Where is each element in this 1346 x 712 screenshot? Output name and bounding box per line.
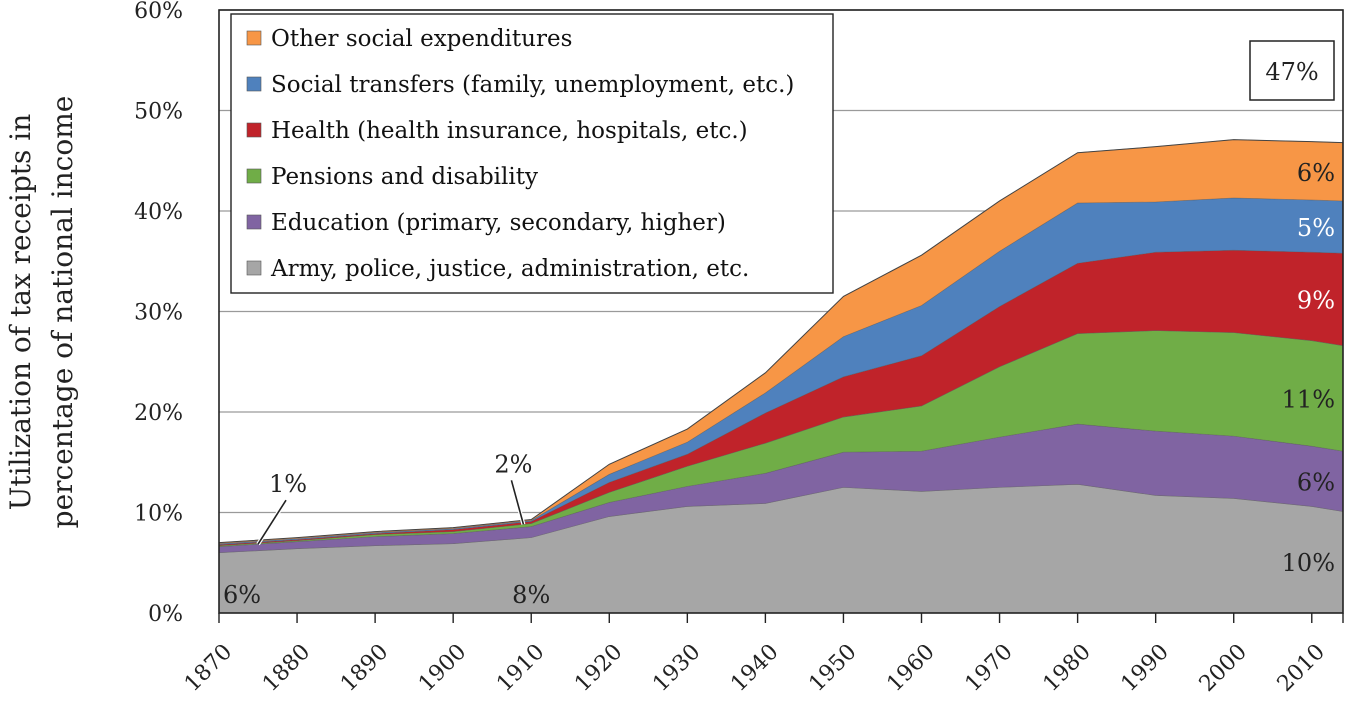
series-share-label-1: 6% <box>1297 159 1335 187</box>
legend-label-health-health-insurance-hospitals-etc: Health (health insurance, hospitals, etc… <box>271 118 748 144</box>
series-share-label-8: 8% <box>512 581 550 609</box>
plot-frame <box>218 9 1344 614</box>
series-share-label-4: 11% <box>1282 385 1335 413</box>
y-axis-label: Utilization of tax receipts in percentag… <box>4 96 79 529</box>
callout-label-9: 1% <box>269 470 307 498</box>
legend-swatch-pensions-and-disability <box>246 168 262 184</box>
y-tick-label-0: 0% <box>148 602 183 627</box>
axes <box>218 9 1344 623</box>
x-tick-label-1990: 1990 <box>1117 640 1174 697</box>
callout-leader-10 <box>510 480 525 525</box>
total-callout-box <box>1249 40 1335 101</box>
y-tick-label-20: 20% <box>134 401 183 426</box>
total-callout-label: 47% <box>1265 58 1318 86</box>
x-tick-label-1920: 1920 <box>570 640 627 697</box>
y-tick-labels: 0% 10% 20% 30% 40% 50% 60% <box>134 0 183 627</box>
series-share-label-7: 6% <box>223 581 261 609</box>
x-tick-label-1870: 1870 <box>180 640 237 697</box>
area-army-police-justice-administration-etc <box>218 484 1344 614</box>
x-tick-label-1890: 1890 <box>336 640 393 697</box>
y-tick-label-60: 60% <box>134 0 183 24</box>
y-tick-label-50: 50% <box>134 100 183 125</box>
x-tick-label-1980: 1980 <box>1039 640 1096 697</box>
series-share-label-6: 10% <box>1282 549 1335 577</box>
legend-swatch-education-primary-secondary-higher <box>246 214 262 230</box>
x-tick-label-1970: 1970 <box>961 640 1018 697</box>
series-share-label-3: 9% <box>1297 286 1335 314</box>
legend-label-pensions-and-disability: Pensions and disability <box>271 164 538 190</box>
y-tick-label-10: 10% <box>134 502 183 527</box>
legend-swatch-army-police-justice-administration-etc <box>246 260 262 276</box>
legend-label-other-social-expenditures: Other social expenditures <box>271 26 572 52</box>
x-tick-label-1940: 1940 <box>726 640 783 697</box>
legend-label-education-primary-secondary-higher: Education (primary, secondary, higher) <box>271 210 726 236</box>
legend-box <box>230 13 834 294</box>
x-tick-label-1960: 1960 <box>882 640 939 697</box>
x-tick-label-1900: 1900 <box>414 640 471 697</box>
legend-label-army-police-justice-administration-etc: Army, police, justice, administration, e… <box>270 256 749 282</box>
y-axis-label-line-2: percentage of national income <box>46 96 79 529</box>
annotations: 47% 6% 5% 9% 11% 6% 10% 6% 8% 1% 2% <box>223 40 1335 609</box>
legend-label-social-transfers-family-unemployment-etc: Social transfers (family, unemployment, … <box>271 72 794 98</box>
y-tick-label-40: 40% <box>134 200 183 225</box>
x-tick-label-2010: 2010 <box>1273 640 1330 697</box>
legend-swatch-social-transfers-family-unemployment-etc <box>246 76 262 92</box>
legend-swatch-health-health-insurance-hospitals-etc <box>246 122 262 138</box>
y-tick-label-30: 30% <box>134 301 183 326</box>
series-share-label-2: 5% <box>1297 214 1335 242</box>
legend: Other social expenditures Social transfer… <box>230 13 834 294</box>
y-axis-label-line-1: Utilization of tax receipts in <box>4 114 37 511</box>
x-tick-label-1930: 1930 <box>648 640 705 697</box>
series-share-label-5: 6% <box>1297 468 1335 496</box>
callout-leader-9 <box>257 499 287 545</box>
callout-label-10: 2% <box>494 450 532 478</box>
x-tick-label-1880: 1880 <box>258 640 315 697</box>
x-tick-label-1950: 1950 <box>804 640 861 697</box>
x-tick-label-1910: 1910 <box>492 640 549 697</box>
x-tick-label-2000: 2000 <box>1195 640 1252 697</box>
x-tick-labels: 1870 1880 1890 1900 1910 1920 1930 1940 1950 1960… <box>180 640 1330 697</box>
legend-swatch-other-social-expenditures <box>246 30 262 46</box>
total-outline <box>218 139 1344 544</box>
